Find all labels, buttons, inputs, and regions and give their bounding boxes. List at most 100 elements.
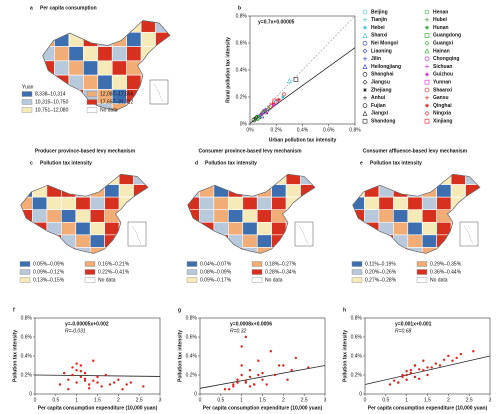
legend-label: 0.11%–0.19%	[365, 261, 396, 267]
y-tick-label: 0.4%	[351, 353, 363, 359]
region	[300, 247, 315, 254]
y-tick-label: 0.8%	[21, 315, 33, 321]
region	[61, 184, 77, 198]
legend-label: Hunan	[433, 25, 449, 31]
point	[100, 385, 103, 388]
region	[42, 20, 55, 33]
r-value: R=0.68	[395, 328, 411, 334]
legend-label: Guizhou	[433, 72, 453, 78]
point	[261, 378, 264, 381]
legend-label: 0.13%–0.15%	[33, 277, 65, 283]
region	[68, 74, 84, 90]
point	[270, 101, 275, 106]
legend-label: Hainan	[433, 48, 450, 54]
legend-marker	[425, 72, 429, 77]
region	[32, 196, 48, 211]
region	[256, 247, 272, 254]
point	[244, 379, 248, 382]
legend-marker	[363, 25, 367, 30]
panel-letter: b	[238, 5, 241, 11]
region	[242, 174, 258, 185]
point	[262, 109, 267, 115]
legend-marker	[424, 87, 430, 93]
point	[240, 373, 243, 377]
region	[378, 196, 394, 211]
region	[155, 60, 171, 76]
region	[352, 247, 365, 254]
region	[68, 60, 84, 76]
region	[364, 247, 380, 254]
point	[248, 385, 252, 388]
point	[236, 381, 239, 384]
region	[450, 174, 466, 185]
point	[401, 375, 404, 379]
region	[111, 46, 127, 62]
point	[257, 373, 260, 377]
legend-swatch	[84, 269, 96, 275]
legend-label: 0.28%–0.34%	[265, 269, 297, 275]
legend-label: Shandong	[371, 119, 395, 125]
legend-marker	[424, 48, 430, 54]
point	[268, 104, 274, 109]
region	[421, 221, 437, 236]
panel-title: Per capita consumption	[40, 5, 97, 11]
region	[126, 46, 142, 62]
point	[273, 373, 277, 377]
region	[242, 209, 258, 223]
region	[228, 174, 244, 185]
region	[364, 196, 380, 211]
region	[378, 174, 394, 185]
region	[68, 20, 84, 33]
legend-marker	[424, 118, 430, 124]
point	[442, 358, 446, 361]
panel-letter: e	[360, 160, 363, 166]
map	[187, 174, 315, 254]
region	[393, 184, 409, 198]
region	[378, 184, 394, 198]
legend-label: Beijing	[371, 9, 388, 15]
x-tick-label: 0	[199, 397, 202, 403]
region	[68, 103, 84, 111]
legend-marker	[362, 63, 368, 69]
region	[256, 221, 272, 236]
point	[104, 373, 108, 377]
legend-swatch	[19, 261, 31, 267]
equation: y=0.0008x+0.0006	[230, 321, 272, 327]
region	[83, 46, 99, 62]
region	[242, 196, 258, 211]
legend-marker	[362, 79, 368, 85]
region	[228, 221, 244, 236]
region	[256, 196, 272, 211]
country-outline	[42, 20, 171, 111]
point	[447, 354, 450, 358]
region	[118, 174, 134, 185]
point	[67, 388, 70, 391]
y-tick-label: 0.4%	[236, 67, 248, 73]
x-tick-label: 0.2%	[271, 127, 283, 133]
x-tick-label: 3	[489, 397, 492, 403]
point	[422, 359, 425, 362]
region	[213, 196, 229, 211]
map	[20, 174, 148, 254]
point	[251, 117, 257, 123]
region	[364, 234, 380, 248]
legend-label: 0.29%–0.35%	[430, 261, 462, 267]
point	[92, 359, 95, 362]
legend-label: Sichuan	[433, 64, 452, 70]
region	[465, 209, 480, 223]
region	[68, 46, 84, 62]
region	[126, 20, 142, 33]
point	[405, 370, 408, 373]
region	[54, 60, 70, 76]
region	[46, 221, 62, 236]
region	[228, 196, 244, 211]
legend-label: Shanghai	[371, 72, 394, 78]
region	[407, 209, 423, 223]
region	[32, 174, 48, 185]
point	[117, 378, 120, 381]
region	[75, 209, 91, 223]
point	[240, 345, 243, 348]
point	[409, 371, 413, 375]
point	[438, 364, 442, 367]
r-value: R=-0.031	[65, 328, 86, 334]
